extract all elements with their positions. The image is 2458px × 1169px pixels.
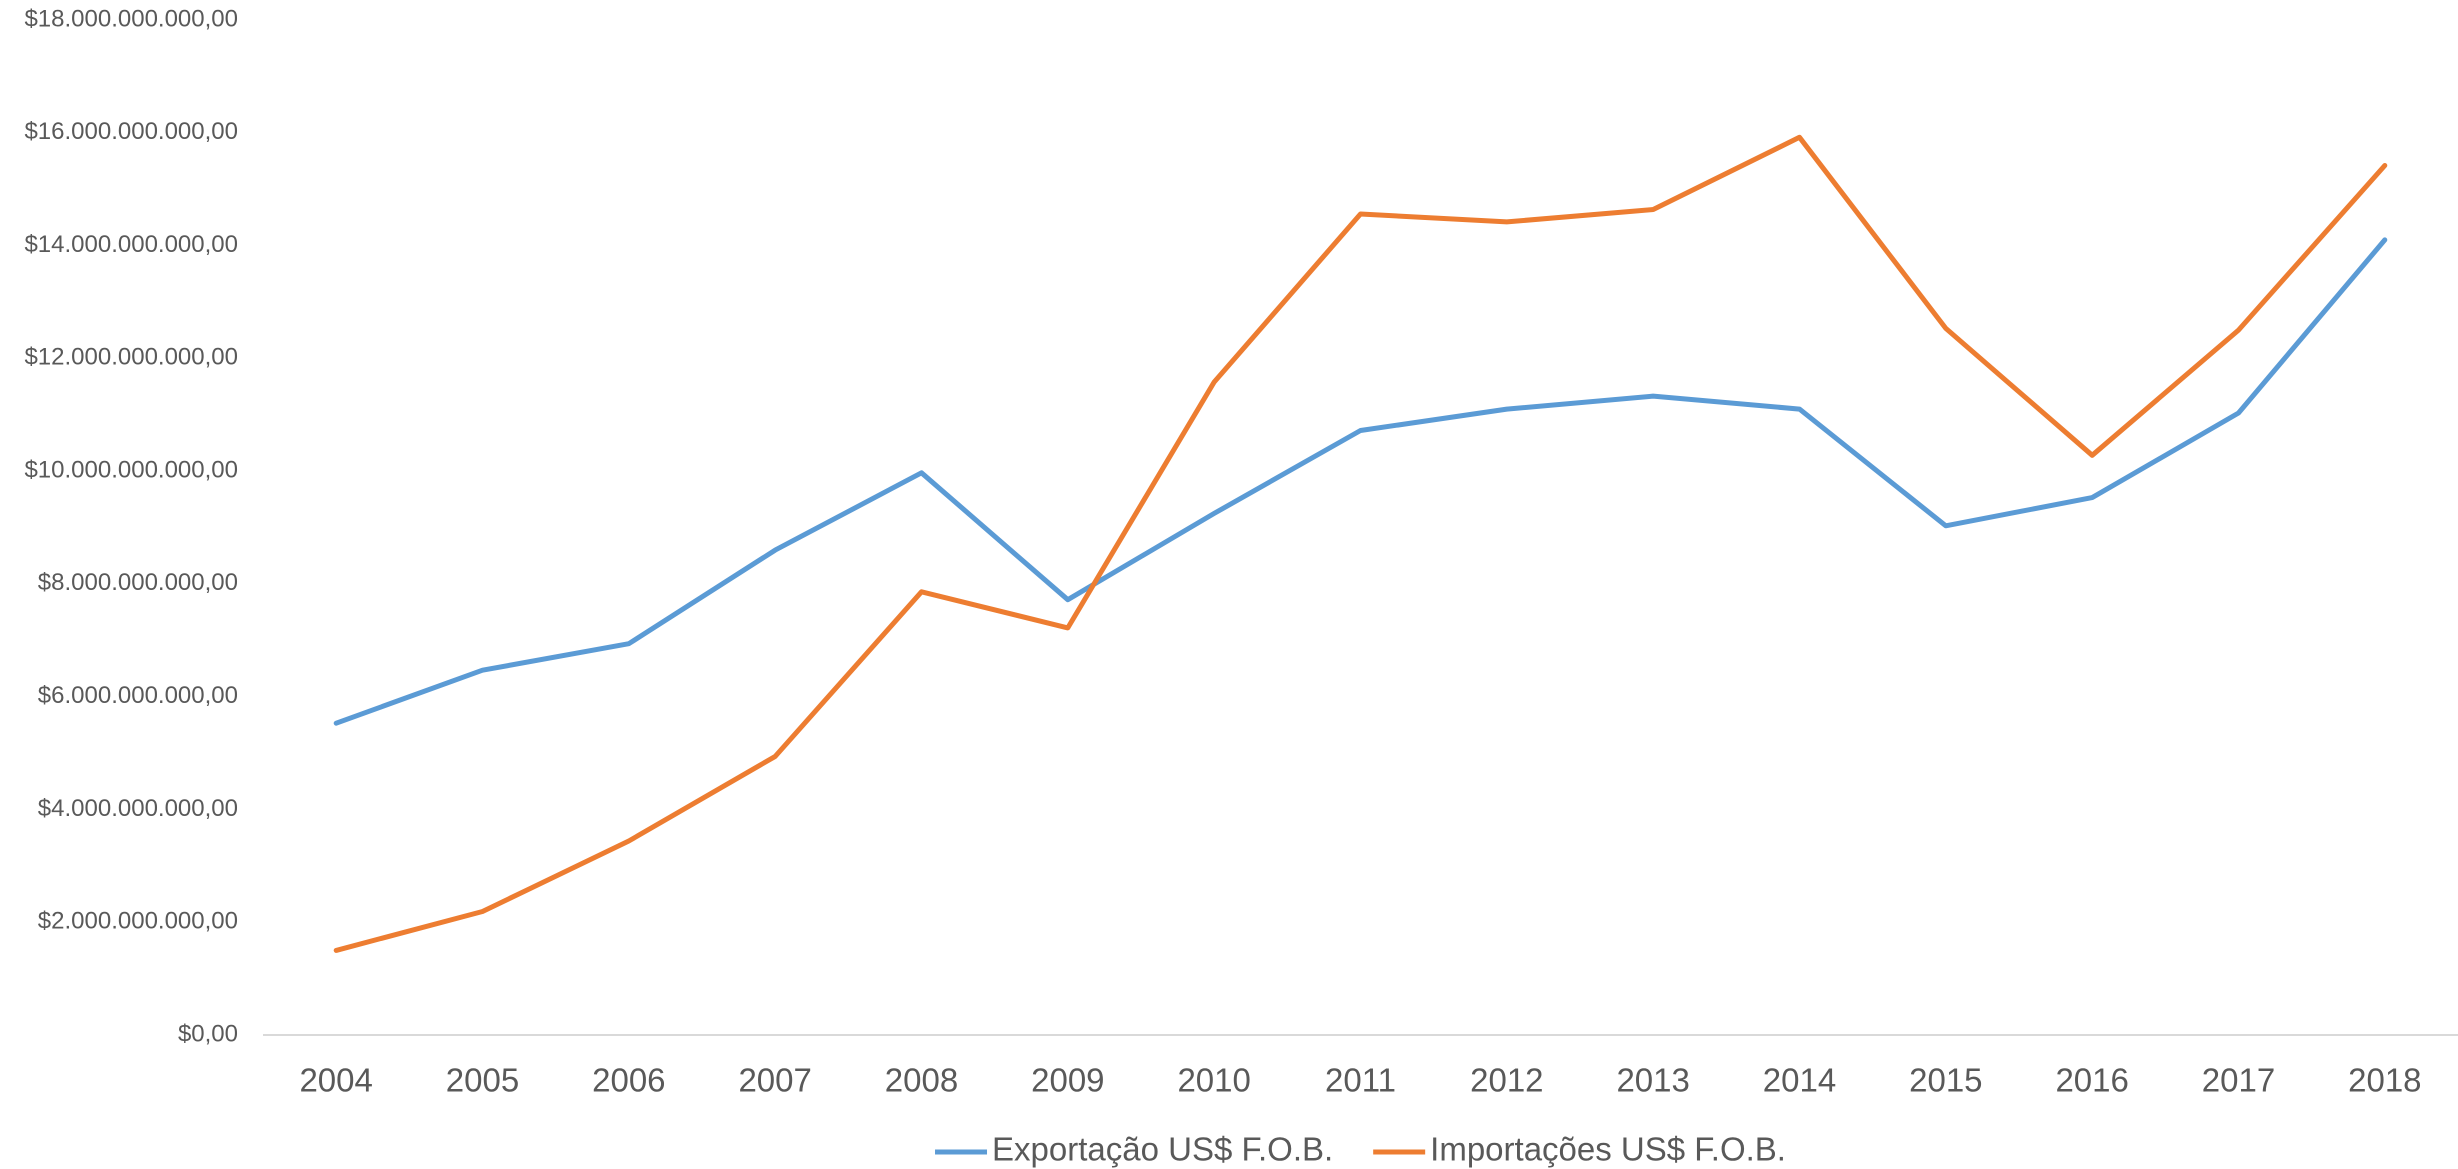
x-tick-label: 2015 <box>1909 1062 1982 1099</box>
x-tick-label: 2008 <box>885 1062 958 1099</box>
x-tick-label: 2016 <box>2055 1062 2128 1099</box>
y-tick-label: $8.000.000.000,00 <box>38 569 238 596</box>
x-tick-label: 2013 <box>1616 1062 1689 1099</box>
y-tick-label: $0,00 <box>178 1020 238 1047</box>
x-tick-label: 2007 <box>738 1062 811 1099</box>
legend-label: Exportação US$ F.O.B. <box>992 1131 1333 1168</box>
y-tick-label: $6.000.000.000,00 <box>38 682 238 709</box>
legend: Exportação US$ F.O.B. Importações US$ F.O… <box>935 1131 1786 1168</box>
x-tick-label: 2012 <box>1470 1062 1543 1099</box>
x-tick-label: 2006 <box>592 1062 665 1099</box>
y-tick-label: $14.000.000.000,00 <box>24 231 238 258</box>
legend-label: Importações US$ F.O.B. <box>1430 1131 1786 1168</box>
x-tick-label: 2011 <box>1325 1062 1396 1099</box>
y-tick-label: $10.000.000.000,00 <box>24 456 238 483</box>
y-tick-label: $4.000.000.000,00 <box>38 795 238 822</box>
series-line <box>333 134 2388 953</box>
x-tick-label: 2018 <box>2348 1062 2421 1099</box>
x-tick-label: 2005 <box>446 1062 519 1099</box>
x-tick-label: 2004 <box>299 1062 372 1099</box>
y-tick-label: $16.000.000.000,00 <box>24 118 238 145</box>
y-tick-label: $12.000.000.000,00 <box>24 344 238 371</box>
x-tick-label: 2009 <box>1031 1062 1104 1099</box>
x-tick-label: 2014 <box>1763 1062 1836 1099</box>
x-tick-label: 2017 <box>2202 1062 2275 1099</box>
x-tick-label: 2010 <box>1177 1062 1250 1099</box>
series-line <box>333 237 2388 726</box>
y-tick-label: $2.000.000.000,00 <box>38 908 238 935</box>
y-tick-label: $18.000.000.000,00 <box>24 5 238 32</box>
